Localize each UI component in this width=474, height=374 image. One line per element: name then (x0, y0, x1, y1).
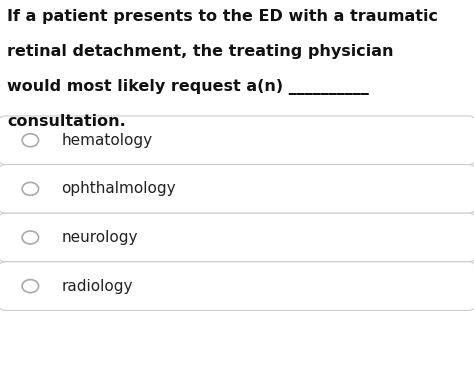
Circle shape (22, 134, 38, 147)
FancyBboxPatch shape (0, 165, 474, 213)
Circle shape (22, 231, 38, 244)
Circle shape (22, 280, 38, 292)
Text: retinal detachment, the treating physician: retinal detachment, the treating physici… (7, 44, 393, 59)
FancyBboxPatch shape (0, 262, 474, 310)
Text: would most likely request a(n) __________: would most likely request a(n) _________… (7, 79, 369, 95)
Text: If a patient presents to the ED with a traumatic: If a patient presents to the ED with a t… (7, 9, 438, 24)
Circle shape (22, 183, 38, 195)
Text: radiology: radiology (61, 279, 133, 294)
Text: hematology: hematology (61, 133, 152, 148)
FancyBboxPatch shape (0, 116, 474, 165)
FancyBboxPatch shape (0, 213, 474, 262)
Text: ophthalmology: ophthalmology (61, 181, 176, 196)
Text: consultation.: consultation. (7, 114, 126, 129)
Text: neurology: neurology (61, 230, 137, 245)
